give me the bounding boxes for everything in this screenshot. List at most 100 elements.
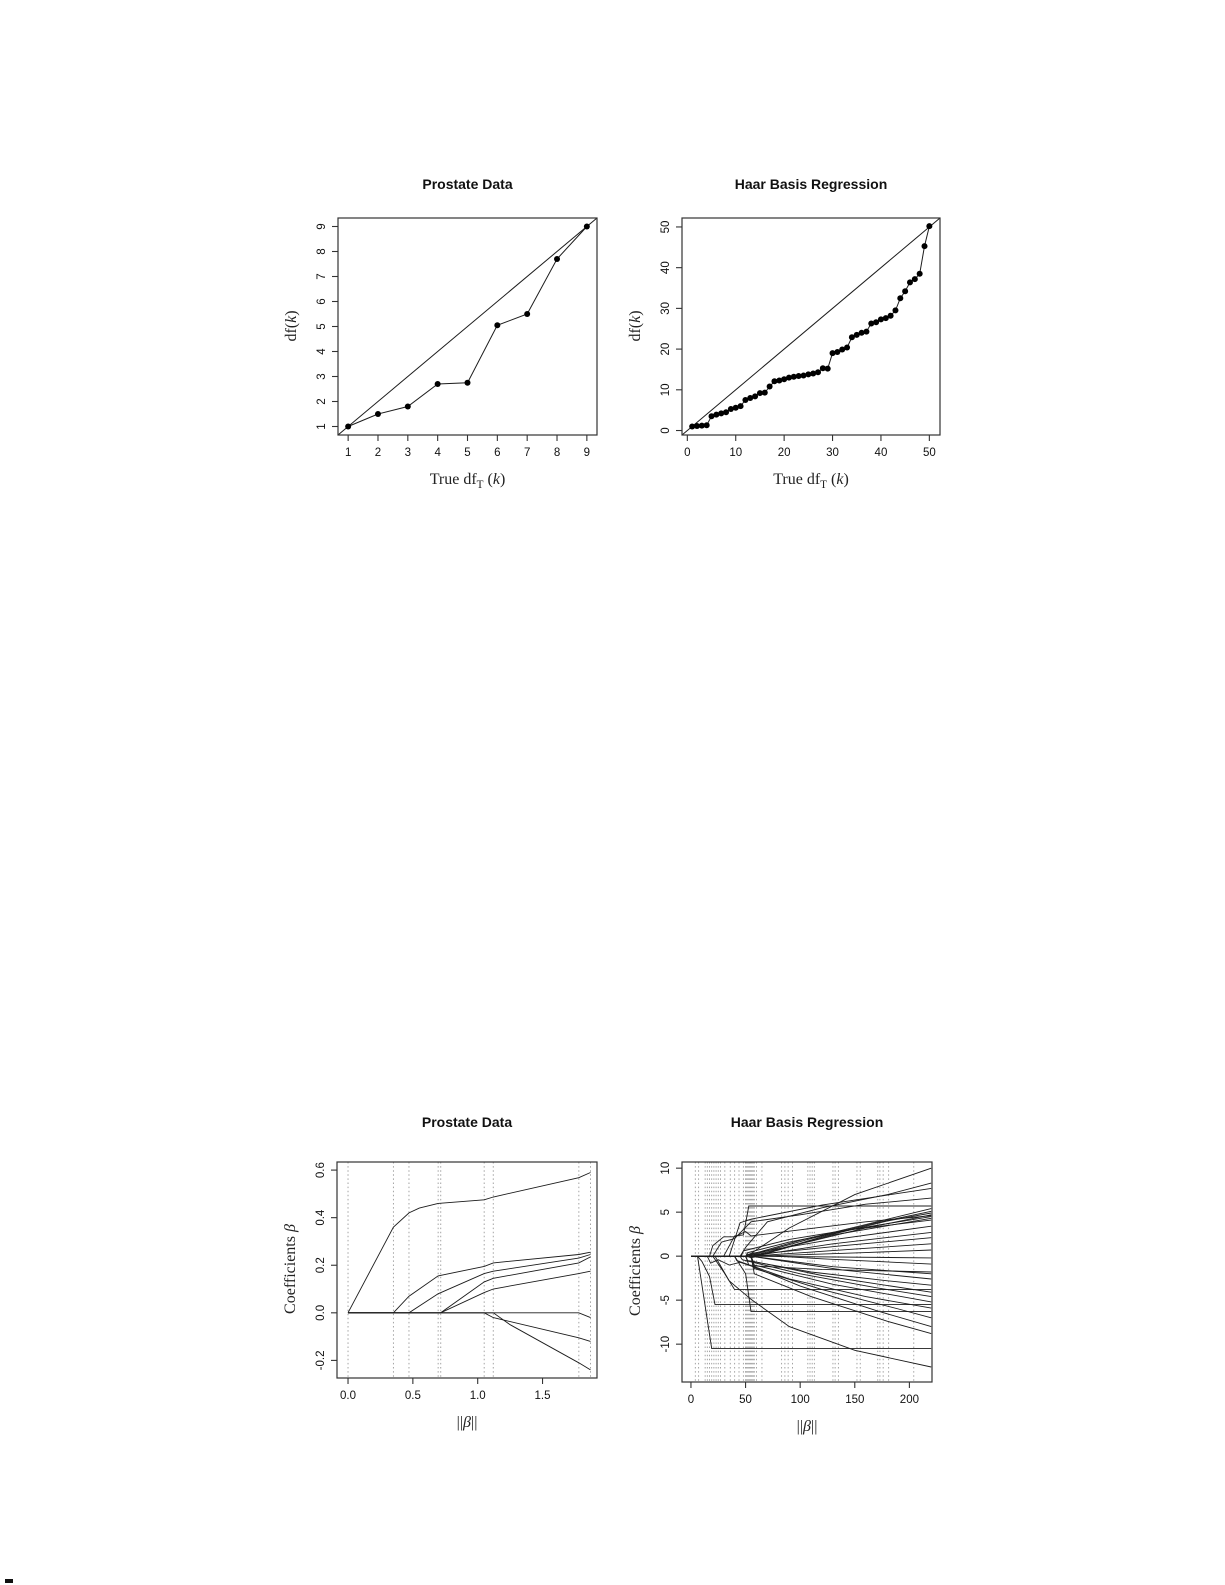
axis-ticks: 0 50 100 150 200 -10 -5 0 5 10 (660, 1162, 919, 1406)
data-point (752, 393, 759, 400)
y-tick-label: 30 (660, 302, 672, 315)
coefficient-path (691, 1215, 932, 1257)
axis-ticks: 1 2 3 4 5 6 7 8 9 1 2 3 4 5 6 7 8 9 (316, 223, 590, 459)
y-tick-label: 50 (660, 221, 672, 234)
df-series (689, 223, 933, 430)
x-tick-label: 2 (375, 447, 381, 459)
y-tick-label: 4 (316, 348, 328, 355)
y-tick-label: 7 (316, 273, 328, 279)
data-point (703, 422, 710, 429)
panel-title: Haar Basis Regression (730, 1114, 884, 1130)
x-tick-label: 150 (845, 1394, 864, 1406)
chart-plot: 0 10 20 30 40 50 0 10 20 30 40 50 (660, 217, 941, 459)
y-tick-label: 5 (316, 323, 328, 329)
data-point (853, 331, 860, 338)
coefficient-path (348, 1312, 591, 1319)
data-point (848, 334, 855, 341)
x-tick-label: 1.0 (470, 1390, 486, 1402)
data-point (824, 365, 831, 372)
panel-prostate-coef-paths: Prostate Data 0.0 0.5 1.0 1.5 -0.2 0.0 0.2 0.4 0… (245, 1098, 645, 1456)
chart-plot: 0 50 100 150 200 -10 -5 0 5 10 (660, 1161, 933, 1406)
x-tick-label: 5 (464, 447, 470, 459)
x-tick-label: 0 (684, 447, 690, 459)
data-point (727, 405, 734, 412)
data-point (877, 316, 884, 323)
y-tick-label: 40 (660, 261, 672, 274)
y-tick-label: 2 (316, 398, 328, 404)
y-tick-label: -5 (660, 1295, 672, 1305)
data-point (882, 315, 889, 322)
data-point (723, 409, 730, 416)
x-tick-label: 1.5 (535, 1390, 551, 1402)
data-point (766, 383, 773, 390)
coefficient-path (348, 1256, 591, 1314)
x-tick-label: 1 (345, 447, 351, 459)
x-axis-label: ||β|| (456, 1414, 478, 1431)
data-point (464, 379, 471, 386)
x-tick-label: 6 (494, 447, 500, 459)
x-tick-label: 40 (875, 447, 888, 459)
x-tick-label: 4 (434, 447, 441, 459)
data-point (434, 381, 441, 387)
x-tick-label: 20 (778, 447, 791, 459)
y-tick-label: 3 (316, 373, 328, 379)
coefficient-path (691, 1255, 932, 1293)
panel-haar-df: Haar Basis Regression 0 10 20 30 40 50 0 10 20 30… (590, 160, 990, 512)
y-tick-label: 8 (316, 248, 328, 254)
x-tick-label: 8 (554, 447, 560, 459)
data-point (776, 377, 783, 384)
y-tick-label: 1 (316, 423, 328, 429)
coefficient-path (347, 1172, 591, 1314)
data-point (892, 307, 899, 314)
coefficient-path (691, 1255, 932, 1335)
x-tick-label: 30 (826, 447, 839, 459)
panel-haar-coef-paths: Haar Basis Regression 0 50 100 150 200 -10 -5 0… (590, 1098, 990, 1456)
x-tick-label: 100 (791, 1394, 810, 1406)
identity-line (337, 217, 598, 436)
data-point (781, 376, 788, 383)
data-point (829, 350, 836, 357)
axis-ticks: 0.0 0.5 1.0 1.5 -0.2 0.0 0.2 0.4 0.6 (315, 1162, 551, 1402)
data-point (737, 403, 744, 410)
data-point (583, 223, 590, 230)
data-point (815, 369, 822, 376)
data-point (834, 348, 841, 355)
data-point (819, 365, 826, 372)
data-point (916, 270, 923, 277)
data-point (713, 411, 720, 418)
y-tick-label: 0 (660, 1253, 672, 1259)
x-tick-label: 10 (729, 447, 742, 459)
y-tick-label: -10 (660, 1336, 672, 1353)
y-axis-label: Coefficients β (627, 1226, 644, 1316)
panel-title: Prostate Data (421, 1114, 513, 1130)
coefficient-path (691, 1255, 932, 1273)
chart-plot: 1 2 3 4 5 6 7 8 9 1 2 3 4 5 6 7 8 9 (316, 217, 598, 459)
data-point (839, 346, 846, 353)
data-point (902, 288, 909, 295)
y-tick-label: 5 (660, 1209, 672, 1215)
data-point (921, 243, 928, 250)
coefficient-path (348, 1254, 591, 1314)
data-point (747, 394, 754, 401)
y-tick-label: 9 (316, 223, 328, 229)
data-point (887, 312, 894, 319)
y-axis-label: df(k) (283, 309, 300, 342)
data-point (694, 423, 701, 430)
x-axis-label: ||β|| (796, 1418, 818, 1435)
data-point (906, 279, 913, 286)
data-point (844, 344, 851, 351)
panel-title: Prostate Data (422, 176, 513, 192)
x-tick-label: 50 (739, 1394, 752, 1406)
data-point (742, 396, 749, 403)
chart-plot: 0.0 0.5 1.0 1.5 -0.2 0.0 0.2 0.4 0.6 (315, 1161, 598, 1402)
data-point (805, 371, 812, 378)
x-tick-label: 3 (405, 447, 411, 459)
data-point (868, 320, 875, 327)
y-tick-label: 0.4 (315, 1209, 327, 1226)
y-tick-label: 6 (316, 298, 328, 304)
x-tick-label: 50 (923, 447, 936, 459)
x-tick-label: 9 (584, 447, 590, 459)
x-tick-label: 0.0 (340, 1390, 356, 1402)
y-tick-label: -0.2 (315, 1350, 327, 1370)
